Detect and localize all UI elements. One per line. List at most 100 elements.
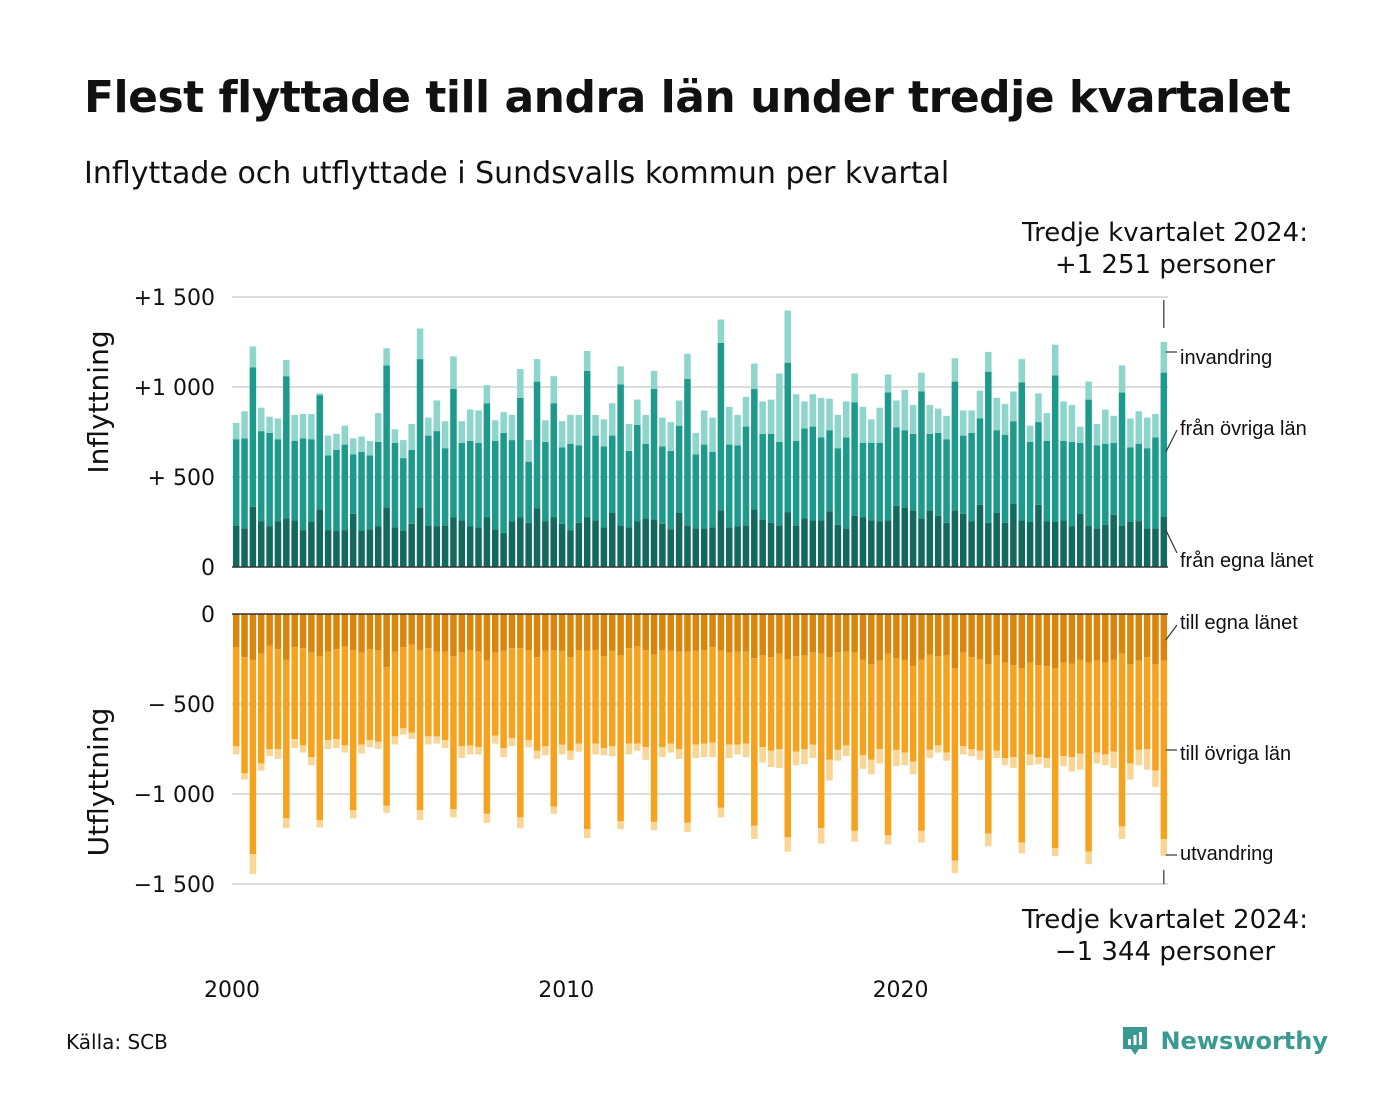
outflow-bar-out_egna <box>801 614 808 656</box>
outflow-bar-out_egna <box>842 614 850 652</box>
outflow-bar-out_utvandring <box>851 830 858 842</box>
outflow-bar-out_utvandring <box>425 736 432 745</box>
outflow-bar-out_egna <box>366 614 374 650</box>
outflow-bar-out_ovriga <box>408 644 415 733</box>
outflow-bar-out_ovriga <box>1035 665 1042 758</box>
outflow-bar-out_ovriga <box>483 660 491 814</box>
inflow-bar-in_egna <box>341 530 349 567</box>
outflow-bar-out_egna <box>257 614 265 654</box>
inflow-bar-in_ovriga <box>349 454 357 514</box>
outflow-bar-out_egna <box>650 614 658 655</box>
inflow-bar-in_invandring <box>608 403 616 436</box>
inflow-bar-in_ovriga <box>567 443 574 531</box>
outflow-bar-out_ovriga <box>1135 660 1143 750</box>
outflow-bar-out_ovriga <box>700 650 708 744</box>
outflow-bar-out_egna <box>533 614 541 658</box>
outflow-bar-out_utvandring <box>316 820 324 828</box>
outflow-bar-out_ovriga <box>232 647 240 747</box>
outflow-bar-out_egna <box>333 614 340 650</box>
inflow-bar-in_invandring <box>1143 417 1151 449</box>
outflow-bar-out_egna <box>241 614 248 658</box>
inflow-bar-in_ovriga <box>659 446 666 524</box>
outflow-bar-out_egna <box>934 614 942 657</box>
outflow-bar-out_utvandring <box>1118 826 1126 839</box>
label-utvandring: utvandring <box>1180 843 1273 865</box>
outflow-bar-out_egna <box>1118 614 1126 654</box>
inflow-bar-in_invandring <box>1076 426 1084 443</box>
inflow-bar-in_ovriga <box>542 441 549 522</box>
inflow-bar-in_ovriga <box>466 441 474 527</box>
outflow-bar-out_utvandring <box>1102 754 1109 766</box>
outflow-bar-out_ovriga <box>918 659 925 831</box>
outflow-bar-out_utvandring <box>759 747 766 763</box>
inflow-bar-in_ovriga <box>642 443 649 519</box>
inflow-bar-in_invandring <box>617 366 624 385</box>
outflow-bar-out_egna <box>358 614 365 653</box>
inflow-bar-in_ovriga <box>717 342 725 511</box>
inflow-bar-in_ovriga <box>667 450 675 530</box>
inflow-bar-in_ovriga <box>283 376 290 519</box>
inflow-bar-in_egna <box>583 517 591 567</box>
outflow-bar-out_ovriga <box>383 667 390 806</box>
inflow-bar-in_egna <box>1018 520 1026 567</box>
outflow-bar-out_utvandring <box>583 829 591 839</box>
outflow-bar-out_ovriga <box>1043 666 1051 758</box>
top-annotation-value: +1 251 personer <box>1055 250 1276 280</box>
outflow-bar-out_utvandring <box>475 747 482 755</box>
inflow-bar-in_egna <box>993 513 1000 567</box>
inflow-bar-in_ovriga <box>851 402 858 516</box>
inflow-bar-in_invandring <box>934 408 942 433</box>
inflow-bar-in_egna <box>433 526 441 567</box>
inflow-bar-in_invandring <box>408 423 415 450</box>
outflow-bar-out_utvandring <box>400 728 407 735</box>
inflow-bar-in_egna <box>458 520 466 567</box>
outflow-bar-out_egna <box>717 614 725 651</box>
inflow-bar-in_ovriga <box>1118 392 1126 526</box>
inflow-bar-in_ovriga <box>1085 399 1092 526</box>
inflow-bar-in_invandring <box>425 417 432 436</box>
inflow-bar-in_invandring <box>550 376 558 404</box>
inflow-bar-in_egna <box>809 520 817 567</box>
inflow-bar-in_egna <box>859 517 867 567</box>
inflow-bar-in_invandring <box>1118 365 1126 393</box>
inflow-bar-in_ovriga <box>558 447 566 524</box>
inflow-bar-in_ovriga <box>608 435 616 513</box>
outflow-bar-out_ovriga <box>249 659 257 855</box>
inflow-bar-in_egna <box>801 518 808 567</box>
inflow-bar-in_invandring <box>926 405 934 434</box>
inflow-bar-in_egna <box>734 526 741 567</box>
inflow-bar-in_invandring <box>525 440 532 462</box>
outflow-bar-out_ovriga <box>709 647 716 743</box>
outflow-bar-out_egna <box>1102 614 1109 663</box>
inflow-bar-in_invandring <box>416 328 424 360</box>
inflow-bar-in_invandring <box>776 373 783 442</box>
outflow-bar-out_egna <box>441 614 449 652</box>
inflow-bar-in_ovriga <box>993 430 1000 513</box>
inflow-bar-in_egna <box>742 525 750 567</box>
outflow-bar-out_utvandring <box>1001 758 1009 766</box>
outflow-bar-out_egna <box>1085 614 1092 663</box>
outflow-bar-out_utvandring <box>358 744 365 754</box>
outflow-bar-out_egna <box>918 614 925 660</box>
outflow-bar-out_utvandring <box>934 745 942 753</box>
outflow-bar-out_utvandring <box>918 830 925 843</box>
inflow-bar-in_invandring <box>959 410 967 436</box>
outflow-bar-out_utvandring <box>834 749 842 761</box>
inflow-bar-in_invandring <box>642 414 649 444</box>
outflow-bar-out_utvandring <box>817 828 825 844</box>
outflow-bar-out_egna <box>859 614 867 660</box>
outflow-bar-out_egna <box>642 614 649 650</box>
inflow-bar-in_ovriga <box>1076 442 1084 514</box>
inflow-bar-in_ovriga <box>249 367 257 507</box>
outflow-bar-out_egna <box>909 614 917 667</box>
outflow-bar-out_ovriga <box>751 658 758 826</box>
inflow-bar-in_invandring <box>450 356 457 389</box>
outflow-bar-out_ovriga <box>1001 662 1009 758</box>
inflow-bar-in_ovriga <box>592 435 599 521</box>
inflow-bar-in_egna <box>759 519 766 567</box>
inflow-bar-in_ovriga <box>784 362 792 513</box>
inflow-bar-in_invandring <box>349 438 357 455</box>
outflow-bar-out_utvandring <box>450 809 457 818</box>
inflow-bar-in_ovriga <box>893 427 900 506</box>
inflow-bar-in_invandring <box>542 420 549 442</box>
